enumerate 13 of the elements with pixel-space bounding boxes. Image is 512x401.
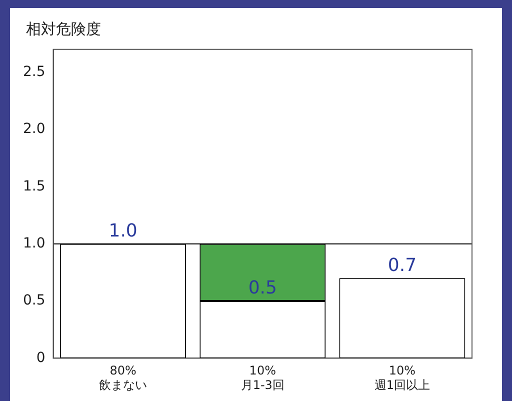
chart-title: 相対危険度 bbox=[26, 20, 101, 39]
y-tick-label: 1.5 bbox=[23, 178, 46, 194]
y-tick-label: 2.5 bbox=[23, 64, 46, 80]
data-label: 1.0 bbox=[108, 220, 138, 242]
x-tick-label: 10% 週1回以上 bbox=[374, 364, 430, 392]
y-tick-label: 0 bbox=[36, 350, 46, 366]
y-tick-label: 1.0 bbox=[23, 235, 46, 252]
y-tick-label: 2.0 bbox=[23, 121, 46, 138]
y-tick-label: 0.5 bbox=[23, 292, 46, 309]
data-label: 0.7 bbox=[388, 254, 417, 276]
data-label: 0.5 bbox=[248, 278, 277, 299]
x-tick-label: 80% 飲まない bbox=[99, 364, 148, 392]
x-tick-label: 10% 月1-3回 bbox=[240, 364, 284, 392]
